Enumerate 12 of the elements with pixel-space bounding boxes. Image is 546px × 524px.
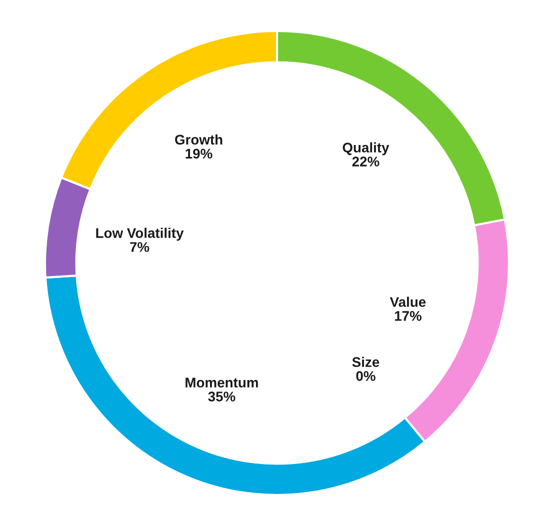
data-label: 35% xyxy=(208,392,236,402)
slice-label: Momentum xyxy=(186,378,258,388)
category-label: Size xyxy=(352,356,380,368)
data-label: 19% xyxy=(186,148,212,159)
slice-label: Growth xyxy=(175,134,222,145)
slice-label: Value xyxy=(390,296,426,307)
data-label: 17% xyxy=(394,311,422,321)
slice-label: Low Volatility xyxy=(96,228,184,241)
data-label: 22% xyxy=(352,156,380,166)
slice-label: Quality xyxy=(342,142,390,156)
data-label: 7% xyxy=(130,242,150,252)
text: 0% xyxy=(356,371,376,381)
